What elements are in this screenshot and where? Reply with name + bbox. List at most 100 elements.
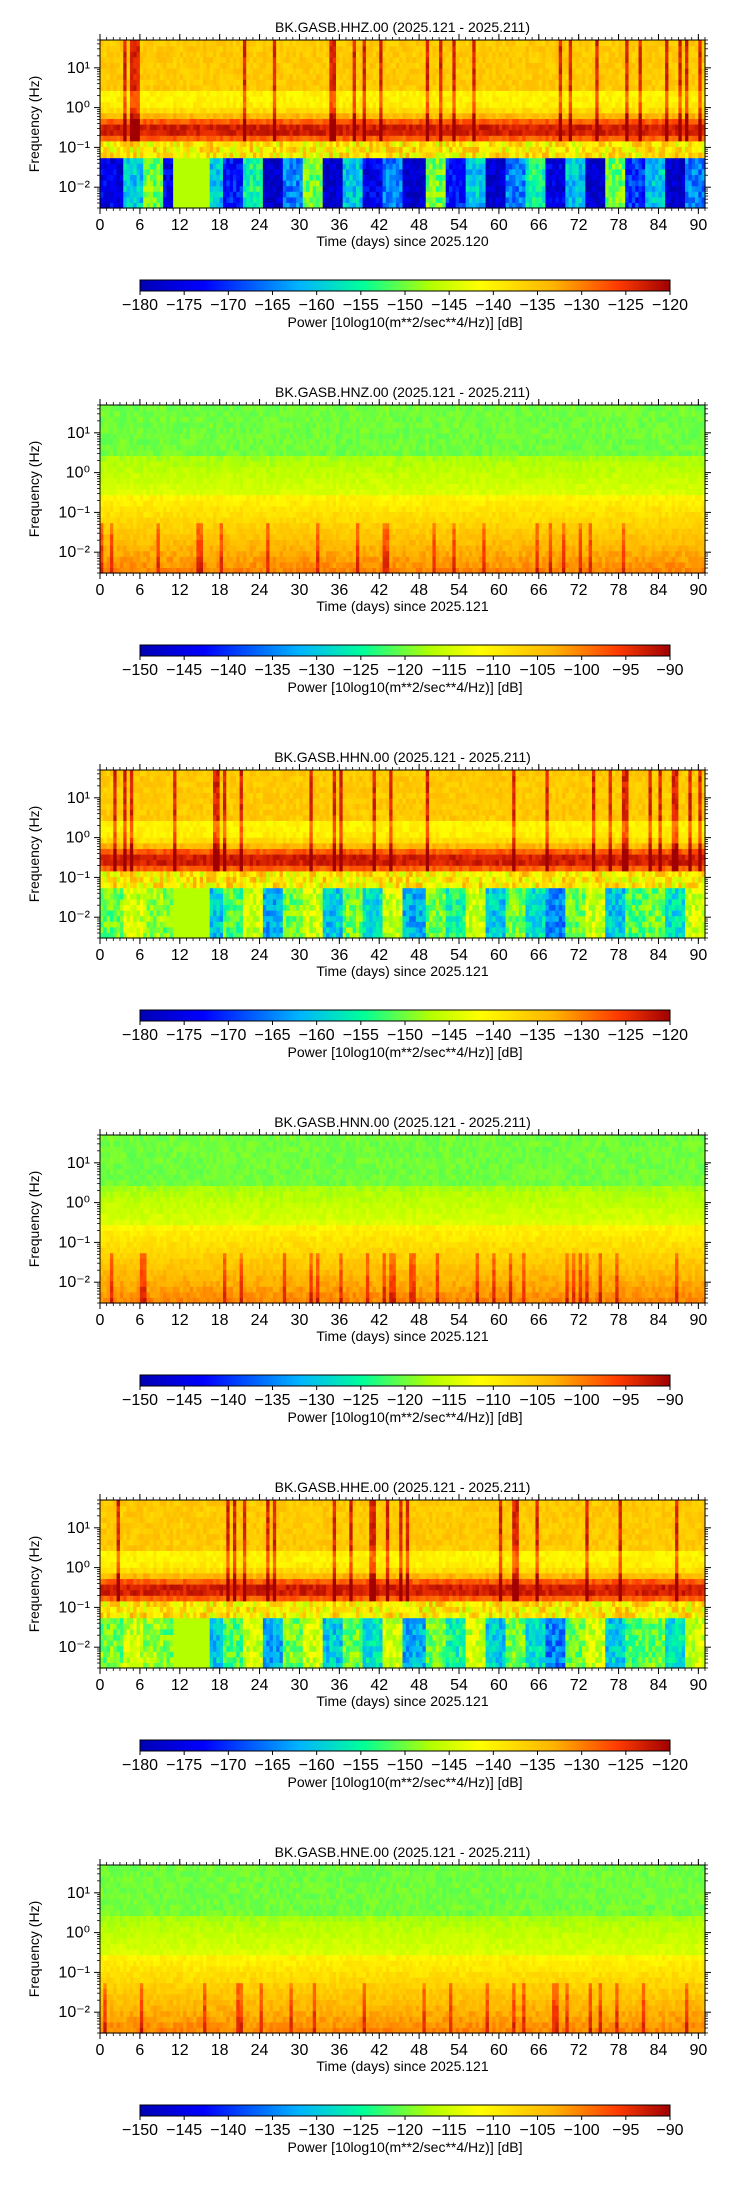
colorbar-tick-label: −160 (299, 1027, 335, 1044)
colorbar-tick-label: −105 (519, 662, 555, 679)
colorbar-tick-label: −140 (475, 297, 511, 314)
colorbar (139, 1374, 671, 1387)
y-axis-label: Frequency (Hz) (26, 1171, 42, 1267)
x-tick-label: 84 (650, 582, 668, 599)
x-tick-label: 24 (251, 947, 269, 964)
y-tick-label: 10⁻¹ (58, 1599, 90, 1616)
colorbar-tick-label: −135 (254, 662, 290, 679)
y-tick-label: 10⁰ (66, 1195, 90, 1212)
x-tick-label: 72 (570, 582, 588, 599)
colorbar-tick-label: −125 (608, 1027, 644, 1044)
x-tick-label: 24 (251, 2042, 269, 2059)
x-tick-label: 72 (570, 1677, 588, 1694)
colorbar-tick-label: −120 (387, 2122, 423, 2139)
x-axis-label: Time (days) since 2025.121 (316, 1328, 488, 1344)
colorbar-tick-label: −140 (210, 1392, 246, 1409)
panel-title: BK.GASB.HNN.00 (2025.121 - 2025.211) (274, 1114, 531, 1130)
x-tick-label: 12 (171, 947, 189, 964)
colorbar-tick-label: −180 (122, 1757, 158, 1774)
plot-frame (99, 769, 706, 939)
colorbar-tick-label: −120 (387, 1392, 423, 1409)
y-tick-label: 10⁰ (66, 100, 90, 117)
colorbar-tick-label: −120 (652, 297, 688, 314)
colorbar-tick-label: −165 (254, 297, 290, 314)
colorbar-tick-label: −125 (608, 297, 644, 314)
colorbar-tick-label: −110 (476, 2122, 511, 2139)
colorbar-tick-label: −100 (564, 662, 600, 679)
x-tick-label: 0 (96, 947, 105, 964)
x-tick-label: 60 (490, 1677, 508, 1694)
colorbar-tick-label: −95 (612, 662, 639, 679)
x-tick-label: 24 (251, 217, 269, 234)
colorbar-tick-label: −100 (564, 1392, 600, 1409)
y-axis-label: Frequency (Hz) (26, 441, 42, 537)
y-tick-label: 10¹ (67, 1155, 90, 1172)
colorbar-tick-label: −150 (122, 662, 158, 679)
y-tick-label: 10¹ (67, 425, 90, 442)
x-tick-label: 48 (410, 217, 428, 234)
x-tick-label: 30 (291, 1677, 309, 1694)
x-tick-label: 12 (171, 2042, 189, 2059)
colorbar-tick-label: −150 (387, 1757, 423, 1774)
y-tick-label: 10⁰ (66, 1925, 90, 1942)
colorbar-tick-label: −175 (166, 1757, 202, 1774)
colorbar (139, 279, 671, 292)
plot-frame (99, 1499, 706, 1669)
x-tick-label: 18 (211, 217, 229, 234)
y-tick-label: 10⁻¹ (58, 504, 90, 521)
x-tick-label: 12 (171, 1312, 189, 1329)
colorbar-tick-label: −155 (343, 1027, 379, 1044)
y-tick-label: 10⁻² (58, 179, 90, 196)
colorbar-tick-label: −115 (432, 2122, 467, 2139)
y-tick-label: 10¹ (67, 1885, 90, 1902)
x-tick-label: 60 (490, 947, 508, 964)
colorbar-tick-label: −135 (254, 1392, 290, 1409)
x-tick-label: 90 (689, 1312, 707, 1329)
colorbar-tick-label: −140 (475, 1757, 511, 1774)
plot-frame (99, 1864, 706, 2034)
panel-title: BK.GASB.HNE.00 (2025.121 - 2025.211) (275, 1844, 531, 1860)
x-tick-label: 60 (490, 2042, 508, 2059)
panel-title: BK.GASB.HHE.00 (2025.121 - 2025.211) (275, 1479, 531, 1495)
y-tick-label: 10⁻¹ (58, 139, 90, 156)
x-tick-label: 24 (251, 1312, 269, 1329)
colorbar-tick-label: −150 (122, 1392, 158, 1409)
x-tick-label: 6 (135, 2042, 144, 2059)
panel-3: BK.GASB.HHN.00 (2025.121 - 2025.211) 0 6 12… (26, 749, 711, 1060)
colorbar-tick-label: −180 (122, 297, 158, 314)
x-tick-label: 24 (251, 1677, 269, 1694)
y-tick-label: 10⁻¹ (58, 869, 90, 886)
colorbar-label: Power [10log10(m**2/sec**4/Hz)] [dB] (288, 1409, 523, 1425)
x-tick-label: 60 (490, 1312, 508, 1329)
x-axis-label: Time (days) since 2025.121 (316, 963, 488, 979)
x-tick-label: 78 (610, 2042, 628, 2059)
x-tick-label: 54 (450, 1677, 468, 1694)
colorbar-tick-label: −175 (166, 1027, 202, 1044)
x-tick-label: 90 (689, 2042, 707, 2059)
x-tick-label: 48 (410, 582, 428, 599)
colorbar-tick-label: −90 (656, 662, 683, 679)
colorbar-label: Power [10log10(m**2/sec**4/Hz)] [dB] (288, 314, 523, 330)
colorbar-tick-label: −125 (608, 1757, 644, 1774)
y-axis-label: Frequency (Hz) (26, 1536, 42, 1632)
colorbar-label: Power [10log10(m**2/sec**4/Hz)] [dB] (288, 1774, 523, 1790)
x-tick-label: 66 (530, 1677, 548, 1694)
y-axis-label: Frequency (Hz) (26, 806, 42, 902)
x-tick-label: 42 (370, 582, 388, 599)
panel-4: BK.GASB.HNN.00 (2025.121 - 2025.211) 0 6 12… (26, 1114, 711, 1425)
y-tick-label: 10⁰ (66, 465, 90, 482)
x-tick-label: 42 (370, 2042, 388, 2059)
colorbar-tick-label: −95 (612, 2122, 639, 2139)
x-tick-label: 54 (450, 947, 468, 964)
x-tick-label: 36 (330, 217, 348, 234)
colorbar-tick-label: −120 (652, 1757, 688, 1774)
colorbar-tick-label: −150 (387, 1027, 423, 1044)
colorbar-tick-label: −120 (652, 1027, 688, 1044)
colorbar-label: Power [10log10(m**2/sec**4/Hz)] [dB] (288, 1044, 523, 1060)
x-tick-label: 84 (650, 2042, 668, 2059)
x-tick-label: 6 (135, 217, 144, 234)
colorbar-tick-label: −175 (166, 297, 202, 314)
colorbar-tick-label: −135 (519, 1027, 555, 1044)
x-tick-label: 42 (370, 947, 388, 964)
x-axis-label: Time (days) since 2025.121 (316, 598, 488, 614)
